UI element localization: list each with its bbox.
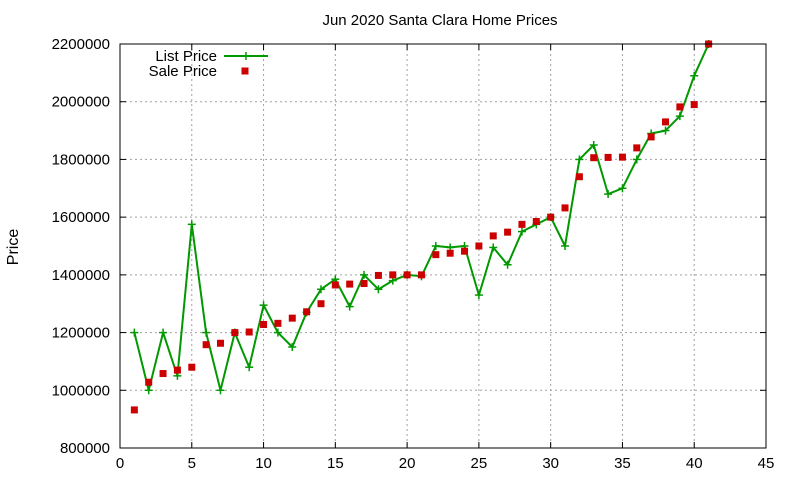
list-price-point xyxy=(345,302,354,311)
x-tick-label: 35 xyxy=(614,455,631,472)
sale-price-point xyxy=(662,118,670,126)
x-tick-label: 5 xyxy=(188,455,196,472)
x-tick-label: 10 xyxy=(255,455,272,472)
list-price-point xyxy=(517,227,526,236)
sale-price-point xyxy=(590,154,598,162)
list-price-point xyxy=(690,71,699,80)
y-tick-label: 2200000 xyxy=(52,36,110,53)
sale-price-point xyxy=(317,300,325,308)
list-price-point xyxy=(273,328,282,337)
y-axis-label: Price xyxy=(5,229,22,266)
list-price-point xyxy=(431,242,440,250)
legend-label-list-price: List Price xyxy=(155,48,217,65)
sale-price-point xyxy=(532,217,540,225)
sale-price-point xyxy=(561,204,569,212)
list-price-point xyxy=(474,291,483,300)
x-tick-label: 45 xyxy=(758,455,775,472)
sale-price-point xyxy=(288,314,296,322)
list-price-point xyxy=(661,126,670,135)
sale-price-point xyxy=(604,153,612,161)
sale-price-point xyxy=(461,247,469,255)
legend-marker-list-price xyxy=(242,52,250,60)
sale-price-point xyxy=(331,281,339,289)
tick-labels: 0 5 10 15 20 25 30 35 40 45 800000 1000000 1200000 14… xyxy=(52,36,775,472)
list-price-point xyxy=(489,243,498,252)
sale-price-point xyxy=(231,329,239,337)
y-tick-label: 1200000 xyxy=(52,325,110,342)
list-price-point xyxy=(604,190,613,199)
sale-price-point xyxy=(417,271,425,279)
y-tick-label: 2000000 xyxy=(52,94,110,111)
sale-price-point xyxy=(575,173,583,181)
y-tick-label: 1400000 xyxy=(52,267,110,284)
sale-price-point xyxy=(260,320,268,328)
list-price-point xyxy=(503,260,512,269)
x-tick-label: 15 xyxy=(327,455,344,472)
series-layer xyxy=(130,40,713,414)
sale-price-point xyxy=(145,378,153,386)
sale-price-point xyxy=(489,232,497,240)
sale-price-point xyxy=(475,242,483,250)
sale-price-point xyxy=(618,153,626,161)
sale-price-point xyxy=(547,213,555,221)
sale-price-point xyxy=(446,249,454,257)
list-price-point xyxy=(374,285,383,294)
list-price-point xyxy=(675,112,684,121)
sale-price-point xyxy=(360,280,368,288)
list-price-point xyxy=(618,184,627,193)
x-tick-label: 0 xyxy=(116,455,124,472)
list-price-point xyxy=(245,363,254,372)
legend-marker-sale-price xyxy=(241,67,249,75)
plot-frame xyxy=(119,43,767,449)
sale-price-point xyxy=(389,271,397,279)
y-tick-label: 800000 xyxy=(60,440,110,457)
sale-price-point xyxy=(647,133,655,141)
list-price-point xyxy=(144,386,153,395)
sale-price-point xyxy=(159,370,167,378)
sale-price-point xyxy=(274,319,282,327)
sale-price-point xyxy=(303,308,311,316)
legend-label-sale-price: Sale Price xyxy=(149,63,217,80)
list-price-point xyxy=(202,328,211,337)
sale-price-point xyxy=(202,341,210,349)
y-tick-label: 1000000 xyxy=(52,382,110,399)
list-price-point xyxy=(288,343,297,351)
sale-price-point xyxy=(374,271,382,279)
sale-price-point xyxy=(690,101,698,109)
sale-price-point xyxy=(188,363,196,371)
legend: List Price Sale Price xyxy=(149,48,268,80)
list-price-point xyxy=(316,285,325,294)
list-price-point xyxy=(216,386,225,395)
list-price-point xyxy=(632,155,641,164)
sale-price-point xyxy=(216,339,224,347)
sale-price-point xyxy=(518,220,526,228)
sale-price-point xyxy=(633,144,641,152)
list-price-point xyxy=(561,242,570,250)
list-price-point xyxy=(159,328,168,337)
x-tick-label: 30 xyxy=(542,455,559,472)
y-tick-label: 1600000 xyxy=(52,209,110,226)
list-price-point xyxy=(259,301,268,310)
sale-price-point xyxy=(504,228,512,236)
chart-title: Jun 2020 Santa Clara Home Prices xyxy=(322,12,557,29)
x-tick-label: 25 xyxy=(471,455,488,472)
x-tick-label: 20 xyxy=(399,455,416,472)
grid xyxy=(120,44,766,448)
sale-price-point xyxy=(403,271,411,279)
list-price-point xyxy=(589,141,598,149)
list-price-point xyxy=(130,328,139,337)
sale-price-point xyxy=(432,251,440,259)
list-price-point xyxy=(575,155,584,164)
list-price-point xyxy=(187,220,196,229)
sale-price-point xyxy=(245,328,253,336)
sale-price-point xyxy=(676,103,684,111)
sale-price-series xyxy=(130,40,713,414)
list-price-point xyxy=(360,270,369,279)
sale-price-point xyxy=(346,280,354,288)
y-tick-label: 1800000 xyxy=(52,151,110,168)
sale-price-point xyxy=(173,366,181,374)
x-tick-label: 40 xyxy=(686,455,703,472)
sale-price-point xyxy=(130,406,138,414)
